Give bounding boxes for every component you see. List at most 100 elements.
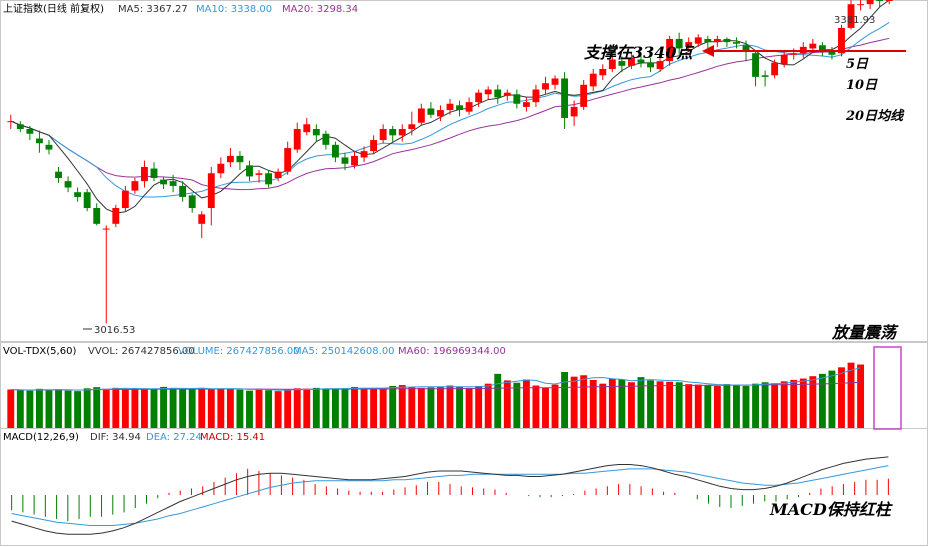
candle-body [265, 173, 273, 185]
volume-bar [322, 389, 330, 428]
candle-body [532, 89, 540, 103]
candle-body [656, 61, 664, 69]
candle-body [93, 208, 101, 224]
volume-bar [561, 372, 569, 428]
volume-bar [608, 378, 616, 428]
volume-bar [809, 376, 817, 428]
volume-bar [847, 362, 855, 428]
candle-body [112, 208, 120, 224]
macd-value: MACD: 15.41 [200, 432, 265, 443]
candle-body [761, 75, 769, 77]
volume-bar [627, 382, 635, 428]
candle-body [55, 171, 62, 178]
low-price-label: 3016.53 [94, 325, 135, 336]
candle-body [370, 140, 378, 152]
candle-body [83, 192, 91, 209]
volume-bar [160, 386, 167, 428]
volume-bar [408, 386, 416, 428]
volume-highlight-box [873, 346, 902, 430]
volume-bar [274, 391, 282, 428]
candle-body [694, 37, 702, 44]
volume-bar [303, 388, 311, 428]
volume-bar [226, 388, 234, 428]
candle-body [169, 181, 177, 186]
volume-bar [446, 385, 454, 428]
candle-body [351, 155, 358, 166]
candle-body [437, 110, 444, 117]
candle-body [446, 103, 454, 111]
candle-body [246, 165, 253, 177]
volume-bar [102, 388, 110, 428]
candle-body [885, 0, 893, 2]
dea-value: DEA: 27.24 [146, 432, 202, 443]
volume-bar [141, 388, 148, 428]
candle-body [647, 62, 654, 68]
volume-bar [64, 390, 72, 428]
candle-body [341, 157, 349, 164]
candle-body [293, 129, 301, 150]
volume-bar [121, 389, 129, 428]
volume-bar [599, 383, 607, 428]
volume-bar [532, 385, 540, 428]
candle-body [790, 53, 798, 55]
candle-body [551, 78, 559, 85]
candle-body [704, 38, 712, 43]
candle-body [131, 181, 139, 191]
candle-body [121, 190, 129, 209]
candle-body [675, 38, 683, 49]
volume-bar [723, 384, 731, 428]
candle-body [818, 45, 826, 51]
ma10-value: MA10: 3338.00 [196, 4, 272, 15]
volume-bar [857, 364, 865, 428]
volume-bar [637, 377, 645, 428]
volume-bar [589, 379, 597, 428]
dif-value: DIF: 34.94 [90, 432, 141, 443]
volume-bar [838, 367, 845, 428]
candle-body [35, 138, 43, 144]
ma5-value: MA5: 3367.27 [118, 4, 188, 15]
vol-ma5-line [10, 367, 861, 391]
candle-body [389, 129, 397, 136]
volume-bar [131, 389, 139, 428]
volume-bar [503, 380, 511, 428]
candle-body [74, 192, 82, 197]
candle-body [847, 4, 855, 28]
volume-bar [761, 382, 769, 428]
volume-bar [93, 387, 101, 428]
volume-bar [771, 383, 779, 428]
candle-body [150, 168, 158, 178]
candle-body [608, 59, 616, 69]
candle-body [618, 61, 626, 66]
candle-body [484, 89, 492, 95]
candle-body [513, 94, 521, 104]
volume-bar [484, 383, 492, 428]
candle-body [236, 155, 244, 163]
candle-body [589, 73, 597, 87]
ma20-value: MA20: 3298.34 [282, 4, 358, 15]
volume-bar [284, 389, 292, 428]
volume-bar [255, 388, 263, 428]
volume-bar [580, 375, 588, 428]
candle-body [876, 0, 884, 2]
volume-bar [675, 382, 683, 428]
candle-body [780, 54, 788, 65]
volume-bar [26, 390, 34, 428]
volume-bar [551, 384, 559, 428]
candle-body [733, 42, 740, 44]
support-arrowhead [702, 45, 714, 57]
candle-body [742, 45, 750, 52]
volume-bar [694, 384, 702, 428]
candle-body [456, 105, 463, 111]
volume-annotation: 放量震荡 [831, 323, 899, 342]
candle-body [427, 108, 435, 115]
candle-body [580, 84, 588, 107]
candle-body [475, 92, 483, 103]
volume-bar [293, 388, 301, 428]
candle-body [188, 195, 196, 209]
volume-bar [656, 381, 664, 428]
candle-body [857, 4, 865, 6]
candle-body [713, 38, 721, 43]
volume-bar [35, 388, 43, 428]
